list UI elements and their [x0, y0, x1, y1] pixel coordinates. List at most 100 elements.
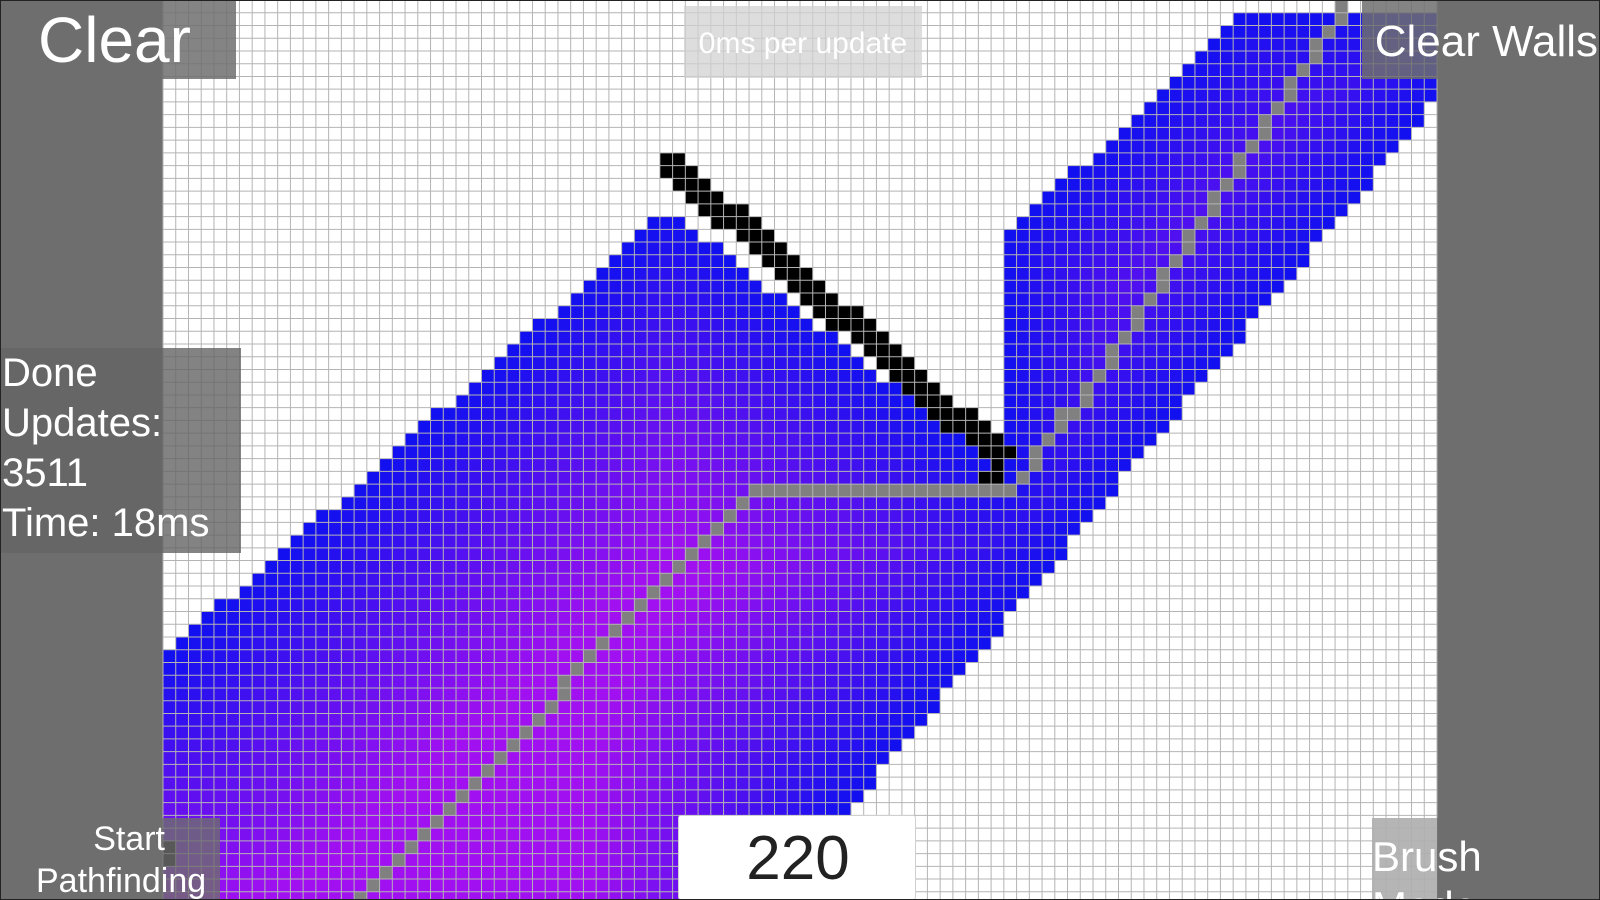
explored-cell — [634, 611, 648, 625]
explored-cell — [838, 547, 851, 561]
explored-cell — [366, 713, 380, 727]
explored-cell — [710, 445, 724, 459]
explored-cell — [392, 840, 406, 854]
explored-cell — [838, 598, 851, 612]
explored-cell — [659, 535, 673, 548]
explored-cell — [1386, 140, 1399, 153]
explored-cell — [557, 369, 571, 383]
explored-cell — [1271, 89, 1285, 102]
explored-cell — [596, 471, 609, 485]
explored-cell — [621, 738, 635, 752]
explored-cell — [825, 458, 839, 472]
explored-cell — [621, 687, 635, 701]
explored-cell — [494, 687, 507, 701]
explored-cell — [1042, 535, 1055, 548]
explored-cell — [417, 496, 431, 510]
brush-size-input[interactable]: 220 — [678, 815, 916, 900]
explored-cell — [723, 764, 737, 778]
explored-cell — [583, 713, 597, 727]
explored-cell — [277, 764, 291, 778]
explored-cell — [264, 611, 278, 625]
path-cell — [519, 726, 533, 739]
explored-cell — [608, 611, 622, 625]
explored-cell — [532, 318, 546, 332]
explored-cell — [838, 751, 851, 765]
explored-cell — [596, 509, 609, 523]
explored-cell — [1182, 305, 1195, 319]
explored-cell — [1207, 76, 1221, 90]
explored-cell — [634, 420, 648, 434]
explored-cell — [596, 433, 609, 446]
explored-cell — [557, 471, 571, 485]
explored-cell — [456, 611, 469, 625]
explored-cell — [532, 649, 546, 663]
status-time: Time: 18ms — [2, 501, 210, 545]
explored-cell — [277, 687, 291, 701]
speed-button[interactable]: 0ms per update — [684, 6, 922, 78]
explored-cell — [1131, 254, 1144, 268]
brush-mode-button[interactable]: Brush Mode — [1372, 818, 1600, 900]
explored-cell — [825, 611, 839, 625]
explored-cell — [481, 382, 495, 395]
path-cell — [1054, 407, 1068, 421]
explored-cell — [1322, 38, 1336, 51]
clear-walls-button[interactable]: Clear Walls — [1362, 0, 1600, 79]
explored-cell — [519, 586, 533, 599]
explored-cell — [201, 764, 214, 778]
explored-cell — [1245, 305, 1259, 319]
path-cell — [825, 484, 839, 497]
explored-cell — [850, 713, 864, 727]
explored-cell — [264, 560, 278, 574]
explored-cell — [850, 598, 864, 612]
explored-cell — [812, 522, 826, 536]
explored-cell — [812, 343, 826, 357]
explored-cell — [264, 738, 278, 752]
explored-cell — [494, 394, 507, 408]
explored-cell — [252, 586, 265, 599]
explored-cell — [570, 815, 584, 829]
explored-cell — [634, 624, 648, 637]
explored-cell — [672, 484, 686, 497]
start-pathfinding-button[interactable]: Start Pathfinding — [0, 818, 220, 900]
explored-cell — [672, 343, 686, 357]
explored-cell — [532, 547, 546, 561]
explored-cell — [812, 394, 826, 408]
explored-cell — [417, 573, 431, 587]
explored-cell — [825, 535, 839, 548]
explored-cell — [417, 598, 431, 612]
explored-cell — [583, 445, 597, 459]
explored-cell — [608, 879, 622, 892]
explored-cell — [290, 853, 304, 867]
wall-cell — [927, 407, 941, 421]
explored-cell — [1182, 216, 1195, 230]
explored-cell — [1194, 114, 1208, 128]
clear-button[interactable]: Clear — [0, 0, 236, 79]
explored-cell — [1105, 458, 1119, 472]
explored-cell — [570, 382, 584, 395]
explored-cell — [532, 522, 546, 536]
explored-cell — [1335, 127, 1348, 141]
explored-cell — [596, 751, 609, 765]
explored-cell — [583, 675, 597, 688]
explored-cell — [1296, 38, 1310, 51]
explored-cell — [1042, 293, 1055, 306]
explored-cell — [914, 713, 928, 727]
explored-cell — [417, 662, 431, 676]
explored-cell — [1029, 242, 1043, 255]
explored-cell — [634, 738, 648, 752]
explored-cell — [532, 433, 546, 446]
explored-cell — [443, 726, 457, 739]
path-cell — [1169, 254, 1183, 268]
explored-cell — [787, 496, 800, 510]
explored-cell — [914, 637, 928, 650]
explored-cell — [812, 509, 826, 523]
explored-cell — [838, 433, 851, 446]
explored-cell — [1373, 140, 1387, 153]
explored-cell — [1016, 458, 1030, 472]
explored-cell — [1093, 293, 1106, 306]
explored-cell — [812, 726, 826, 739]
explored-cell — [557, 496, 571, 510]
explored-cell — [328, 649, 342, 663]
explored-cell — [468, 789, 482, 803]
